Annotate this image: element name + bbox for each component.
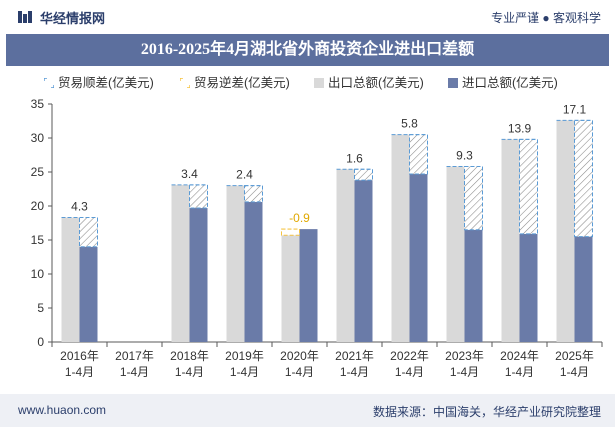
y-tick-label: 15 [31, 233, 45, 247]
x-tick-label: 2016年 [60, 349, 99, 363]
x-tick-label: 1-4月 [230, 365, 259, 379]
x-tick-label: 2020年 [280, 349, 319, 363]
title-band: 2016-2025年4月湖北省外商投资企业进出口差额 [6, 34, 609, 66]
y-tick-label: 30 [31, 131, 45, 145]
x-tick-label: 2017年 [115, 349, 154, 363]
x-tick-label: 2025年 [555, 349, 594, 363]
data-label: 5.8 [401, 117, 418, 131]
export-bar [226, 185, 245, 342]
export-bar [501, 139, 520, 342]
x-tick-label: 2021年 [335, 349, 374, 363]
footer-source: 数据来源：中国海关，华经产业研究院整理 [372, 405, 601, 419]
import-bar [189, 208, 208, 342]
data-label: 9.3 [456, 149, 473, 163]
surplus-segment [79, 217, 98, 248]
import-bar [79, 246, 98, 342]
bar-chart: 0 5 10 15 20 25 30 35 2016年 1-4月 4.3 2017年 1-4月 2018年… [31, 97, 603, 379]
tagline: 专业严谨 ● 客观科学 [491, 11, 601, 25]
export-bar [446, 166, 465, 342]
y-tick-label: 5 [37, 301, 44, 315]
y-tick-label: 0 [37, 335, 44, 349]
x-tick-label: 1-4月 [560, 365, 589, 379]
x-tick-label: 2019年 [225, 349, 264, 363]
x-tick-label: 2023年 [445, 349, 484, 363]
top-bar: 华经情报网 专业严谨 ● 客观科学 [0, 0, 615, 34]
data-label: 17.1 [563, 102, 587, 116]
data-label: -0.9 [289, 211, 310, 225]
deficit-swatch-icon [180, 78, 190, 88]
x-tick-label: 1-4月 [340, 365, 369, 379]
export-bar [336, 169, 355, 342]
surplus-segment [574, 119, 593, 238]
surplus-segment [354, 168, 373, 181]
export-bar [556, 120, 575, 342]
chart-title: 2016-2025年4月湖北省外商投资企业进出口差额 [140, 41, 475, 58]
x-tick-label: 1-4月 [505, 365, 534, 379]
data-label: 1.6 [346, 151, 363, 165]
import-bar [409, 174, 428, 342]
x-tick-label: 2022年 [390, 349, 429, 363]
import-bar [244, 201, 263, 342]
deficit-segment [281, 228, 300, 236]
legend-label-deficit: 贸易逆差(亿美元) [194, 76, 290, 90]
data-label: 4.3 [71, 200, 88, 214]
legend-label-import: 进口总额(亿美元) [462, 76, 558, 90]
y-tick-label: 20 [31, 199, 45, 213]
y-tick-label: 10 [31, 267, 45, 281]
data-label: 3.4 [181, 167, 198, 181]
brand-name: 华经情报网 [40, 11, 106, 26]
surplus-segment [244, 185, 263, 203]
x-tick-label: 1-4月 [395, 365, 424, 379]
import-bar [299, 229, 318, 342]
y-tick-label: 35 [31, 97, 45, 111]
x-tick-label: 1-4月 [450, 365, 479, 379]
x-tick-label: 2018年 [170, 349, 209, 363]
import-bar [464, 229, 483, 342]
surplus-segment [464, 166, 483, 231]
x-tick-label: 1-4月 [285, 365, 314, 379]
footer: www.huaon.com 数据来源：中国海关，华经产业研究院整理 [0, 394, 615, 427]
data-label: 2.4 [236, 168, 253, 182]
x-tick-label: 1-4月 [65, 365, 94, 379]
surplus-segment [409, 134, 428, 175]
x-tick-label: 1-4月 [175, 365, 204, 379]
x-tick-label: 1-4月 [120, 365, 149, 379]
export-bar [391, 134, 410, 342]
legend-label-export: 出口总额(亿美元) [328, 76, 424, 90]
surplus-segment [519, 138, 538, 235]
x-tick-label: 2024年 [500, 349, 539, 363]
surplus-swatch-icon [44, 78, 54, 88]
surplus-segment [189, 184, 208, 209]
footer-url: www.huaon.com [18, 403, 107, 417]
export-bar [61, 217, 80, 342]
import-bar [519, 233, 538, 342]
export-bar [281, 235, 300, 342]
y-tick-label: 25 [31, 165, 45, 179]
import-bar [574, 236, 593, 342]
data-label: 13.9 [508, 121, 532, 135]
export-swatch-icon [314, 78, 324, 88]
brand-logo-icon [18, 11, 32, 23]
import-bar [354, 180, 373, 342]
legend-label-surplus: 贸易顺差(亿美元) [58, 76, 154, 90]
import-swatch-icon [448, 78, 458, 88]
export-bar [171, 184, 190, 342]
